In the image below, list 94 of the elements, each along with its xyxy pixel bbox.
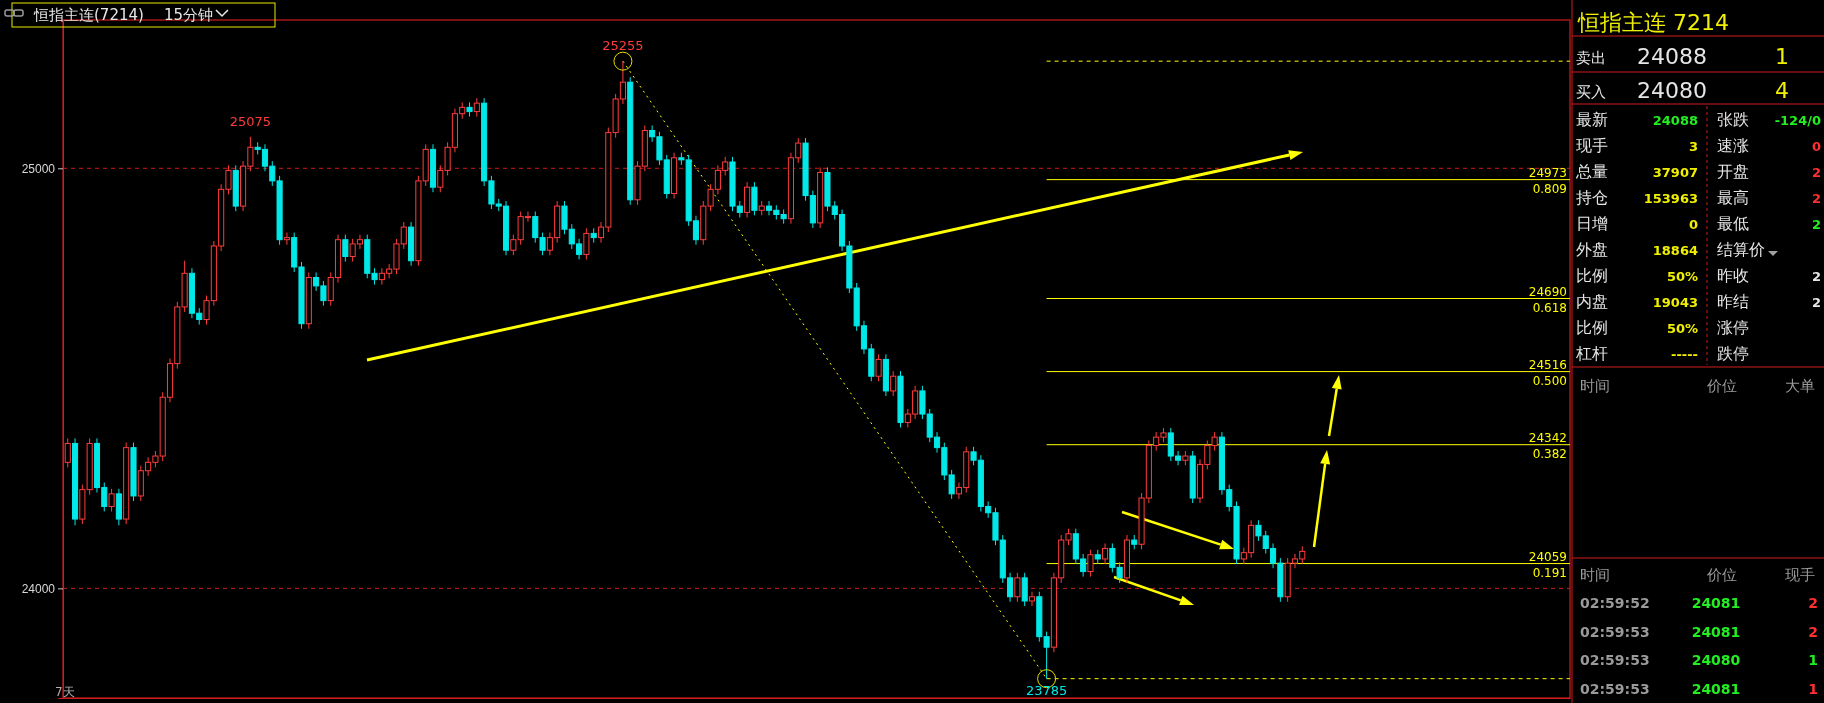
- annotation: 0.809: [1532, 181, 1567, 196]
- candlestick: [64, 437, 71, 468]
- text: 02:59:52: [1580, 595, 1650, 611]
- annotation: 0.500: [1532, 373, 1567, 388]
- annotation: 25255: [602, 38, 644, 54]
- text: 现手: [1785, 566, 1815, 584]
- text: 昨结: [1717, 292, 1749, 311]
- text: 涨停: [1717, 318, 1749, 337]
- text: 24080: [1691, 652, 1741, 668]
- candlestick: [108, 488, 115, 512]
- text: 持仓: [1576, 188, 1608, 207]
- text: 24088: [1637, 44, 1707, 69]
- candlestick: [473, 97, 480, 118]
- text: 比例: [1576, 266, 1608, 285]
- annotation: 25075: [229, 113, 272, 129]
- text: 杠杆: [1575, 344, 1608, 363]
- candlestick: [1028, 591, 1036, 607]
- text: 时间: [1580, 566, 1610, 584]
- text: 昨收: [1717, 266, 1749, 285]
- ref-line-label: 24516: [1528, 357, 1567, 372]
- text: 24080: [1637, 78, 1707, 103]
- y-tick-label: 25000: [21, 161, 56, 176]
- candlestick: [1101, 542, 1109, 565]
- text: 24081: [1691, 595, 1741, 611]
- text: 时间: [1580, 377, 1610, 395]
- text: 18864: [1652, 243, 1698, 258]
- candlestick: [890, 370, 897, 397]
- ref-line-label: 24059: [1528, 549, 1567, 564]
- text: 结算价: [1717, 240, 1765, 259]
- candlestick: [1087, 549, 1094, 578]
- annotation: 0.191: [1532, 565, 1567, 580]
- chart-subtitle: 15分钟: [163, 6, 213, 24]
- text: 2: [1811, 217, 1821, 232]
- text: 1: [1808, 652, 1818, 668]
- text: 19043: [1652, 295, 1698, 310]
- text: 开盘: [1717, 162, 1749, 181]
- text: 153963: [1643, 191, 1698, 206]
- text: 2: [1811, 295, 1821, 310]
- text: 24081: [1691, 623, 1741, 640]
- text: 2: [1811, 165, 1821, 180]
- text: 2: [1808, 623, 1818, 640]
- ref-line-label: 24690: [1528, 284, 1567, 299]
- text: 37907: [1652, 165, 1698, 180]
- chart-title: 恒指主连(7214): [33, 6, 144, 24]
- text: 比例: [1576, 318, 1608, 337]
- annotation: 7天: [55, 685, 75, 699]
- text: 跌停: [1717, 344, 1749, 363]
- text: 24081: [1691, 680, 1741, 697]
- text: 恒指主连 7214: [1577, 10, 1729, 35]
- text: 买入: [1576, 83, 1606, 101]
- text: 1: [1775, 44, 1789, 69]
- text: 速涨: [1717, 136, 1749, 155]
- text: 3: [1688, 139, 1698, 154]
- text: -----: [1671, 347, 1698, 362]
- text: 价位: [1706, 377, 1737, 395]
- text: -124/0: [1774, 113, 1821, 128]
- candlestick: [751, 181, 758, 216]
- text: 最高: [1717, 188, 1749, 207]
- annotation: 0.382: [1532, 446, 1567, 461]
- text: 最低: [1717, 214, 1749, 233]
- candlestick: [1021, 572, 1028, 607]
- candlestick: [283, 232, 290, 246]
- text: 0: [1688, 217, 1698, 232]
- text: 张跌: [1717, 110, 1749, 129]
- candlestick: [1014, 572, 1021, 603]
- candlestick: [583, 227, 590, 260]
- y-tick-label: 24000: [21, 581, 56, 596]
- text: 50%: [1666, 269, 1698, 284]
- text: 现手: [1576, 136, 1608, 155]
- text: 2: [1811, 269, 1821, 284]
- text: 2: [1811, 191, 1821, 206]
- text: 外盘: [1576, 240, 1608, 259]
- text: 02:59:53: [1580, 652, 1650, 668]
- text: 24088: [1652, 113, 1698, 128]
- ref-line-label: 24973: [1528, 165, 1567, 180]
- text: 总量: [1575, 162, 1608, 181]
- ref-line-label: 24342: [1528, 430, 1567, 445]
- text: 最新: [1576, 110, 1608, 129]
- text: 价位: [1706, 566, 1737, 584]
- text: 02:59:53: [1580, 680, 1650, 697]
- annotation: 23785: [1025, 683, 1068, 698]
- text: 大单: [1785, 377, 1815, 395]
- text: 02:59:53: [1580, 623, 1650, 640]
- text: 1: [1808, 680, 1818, 697]
- text: 4: [1775, 78, 1789, 103]
- text: 卖出: [1576, 49, 1606, 67]
- text: 内盘: [1576, 292, 1608, 311]
- text: 50%: [1666, 321, 1698, 336]
- candlestick: [342, 234, 349, 263]
- text: 2: [1808, 595, 1818, 611]
- text: 日增: [1576, 214, 1608, 233]
- candlestick: [875, 353, 882, 382]
- annotation: 0.618: [1532, 300, 1567, 315]
- text: 0: [1811, 139, 1821, 154]
